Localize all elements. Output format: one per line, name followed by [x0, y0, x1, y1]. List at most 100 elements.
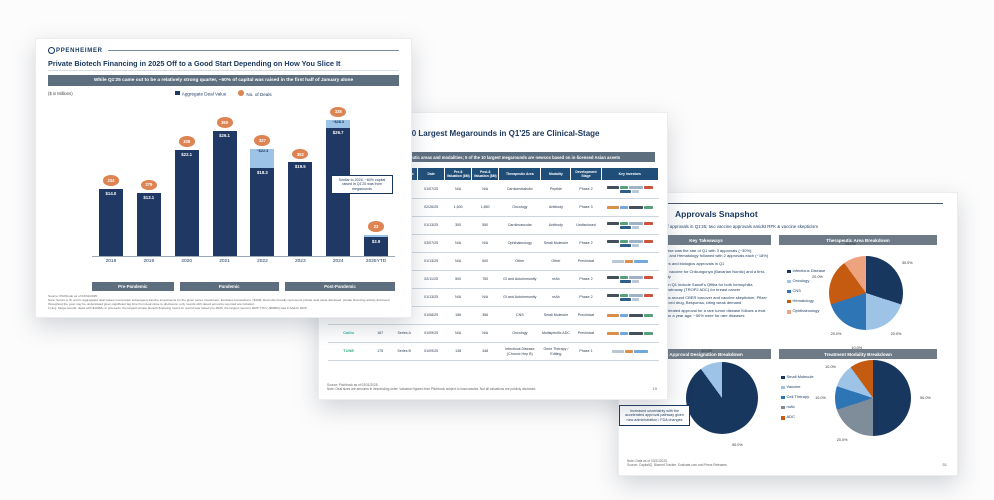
table-cell-therapeutic-area: Cardiovascular [498, 216, 541, 235]
table-cell-date: 01/08/25 [417, 306, 445, 325]
table-cell-investors [601, 216, 659, 235]
takeaway-item: Amidst concerns around CBER turnover and… [641, 295, 767, 305]
table-cell-post-valuation: 356 [471, 306, 499, 325]
investor-logo-chip [624, 350, 633, 353]
legend-circle-swatch [238, 90, 245, 96]
table-header-cell: Development Stage [570, 167, 602, 181]
page-number: 19 [652, 386, 657, 391]
investor-logo-chip [606, 276, 619, 279]
table-cell-stage: Undisclosed [570, 216, 602, 235]
page-title: Top 10 Largest Megarounds in Q1'25 are C… [391, 129, 600, 138]
takeaway-item: Gomekli's accelerated approval for a rar… [641, 308, 766, 318]
bar-chart: Similar to 2024, ~60% capital raised in … [92, 96, 395, 264]
investor-logo-chip [628, 276, 643, 279]
oppenheimer-logo-text: PPENHEIMER [56, 47, 103, 54]
bar-overlay-segment: ~$22.3 [250, 148, 275, 169]
table-row: Callio 187 Series A 01/09/25 N/A N/A Oncology M… [327, 324, 659, 343]
deal-count-bubble: 234 [102, 175, 119, 186]
investor-logo-chip [643, 332, 653, 335]
footnote-line: Note: Data as of 03/31/2025. [627, 459, 668, 463]
investor-logo-chip [620, 226, 632, 229]
table-cell-pre-valuation: 1,500 [444, 198, 472, 217]
phase-band: Post-Pandemic [284, 282, 396, 291]
pie-legend-item: mAb [781, 405, 829, 410]
bar-value-label: $22.1 [181, 151, 193, 157]
investor-logo-chip [611, 350, 624, 353]
investor-logo-chip [619, 332, 628, 335]
deal-count-bubble: 338 [330, 106, 347, 118]
header-rule [107, 50, 399, 51]
table-cell-company: Callio [327, 324, 370, 343]
deal-value-bar: $18.3 [250, 168, 275, 256]
x-axis-label: 2019 [143, 259, 155, 264]
table-cell-date: 02/26/25 [417, 198, 445, 217]
table-cell-therapeutic-area: Oncology [498, 198, 541, 217]
modality-pie: 50.0% 20.0% 10.0% 10.0% 10.0% [809, 337, 937, 459]
subtitle: Steady flow of approvals in Q1'25; two v… [641, 224, 819, 229]
table-cell-stage: Preclinical [570, 324, 602, 343]
table-cell-date: 01/09/25 [417, 324, 445, 343]
investor-logo-chip [628, 186, 643, 189]
therapeutic-area-legend: Infectious Disease Oncology CNS Hematology O… [787, 268, 831, 319]
table-cell-company: TUNE [327, 342, 370, 361]
pie-percentage-label: 10.0% [851, 346, 863, 351]
deal-value-bar: $22.1 [174, 149, 199, 256]
table-cell-investors [601, 180, 659, 199]
investor-logo-chip [643, 222, 653, 225]
takeaway-item: Key approvals in Q1 include Sanofi's Qfi… [641, 282, 753, 292]
table-cell-modality: Peptide [540, 180, 571, 199]
table-cell-pre-valuation: N/A [444, 288, 472, 307]
page-title: Private Biotech Financing in 2025 Off to… [48, 59, 399, 71]
deal-value-bar: $14.0 [98, 188, 123, 256]
deal-value-bar: $3.9 [364, 237, 389, 256]
investor-logo-chip [643, 240, 653, 243]
phase-band: Pandemic [179, 282, 279, 291]
pie-percentage-label: 20.0% [812, 275, 823, 280]
investor-logo-chip [620, 298, 632, 301]
pie-percentage-label: 20.0% [836, 438, 848, 443]
table-cell-modality: Small Molecule [540, 234, 571, 253]
footnotes: Source: Pitchbook as of 03/31/2025. Note:… [48, 294, 399, 311]
takeaway-item: Infectious Disease was the star of Q1 wi… [641, 248, 769, 258]
footnote-line: Note: Series A, B, and C aggregated deal… [48, 297, 390, 306]
table-cell-pre-valuation: N/A [444, 252, 472, 271]
legend-square-swatch [175, 90, 180, 96]
pie-percentage-label: 50.0% [920, 396, 931, 400]
investor-logo-chip [619, 294, 628, 297]
pie-chart [829, 256, 903, 330]
investor-logo-chip [643, 186, 653, 189]
pie-legend-item: CNS [787, 289, 831, 294]
table-cell-post-valuation: N/A [471, 234, 499, 253]
deal-value-bar: $26.1 [212, 130, 237, 256]
investor-logo-chip [611, 260, 624, 263]
table-cell-modality: Antibody [540, 198, 571, 217]
section-header-takeaways: Key Takeaways [641, 235, 771, 245]
therapeutic-area-pie: 30.0% 20.0% 20.0% 20.0% 10.0% [804, 234, 928, 352]
table-cell-post-valuation: 750 [471, 270, 499, 289]
investor-logo-chip [632, 244, 640, 247]
pie-percentage-label: 10.0% [701, 348, 713, 353]
phase-band: Pre-Pandemic [92, 282, 174, 291]
x-axis-label: 2020 [181, 259, 193, 264]
page-title: Approvals Snapshot [675, 209, 758, 219]
x-axis-label: 2024 [332, 259, 344, 264]
table-cell-therapeutic-area: Infectious Disease (Chronic Hep B) [498, 342, 541, 361]
slide-approvals: Approvals Snapshot Steady flow of approv… [618, 192, 958, 476]
investor-logo-chip [628, 206, 643, 209]
subtitle-banner: Across various therapeutic areas and mod… [331, 152, 655, 162]
footnote-line: Source: CapitalIQ, Biomed Tracker, Evalu… [627, 463, 728, 467]
investor-logo-chip [606, 186, 619, 189]
pie-percentage-label: 10.0% [825, 365, 836, 370]
investor-logo-chip [619, 222, 628, 225]
bar-value-label: $18.3 [257, 170, 268, 176]
pie-percentage-label: 90.0% [731, 443, 743, 448]
axis-units-note: ($ in Millions) [48, 91, 73, 96]
deal-value-bar: $13.1 [136, 193, 161, 256]
section-header-modality: Treatment Modality Breakdown [779, 349, 937, 359]
legend-swatch [787, 289, 791, 294]
footnotes: Note: Data as of 03/31/2025. Source: Capi… [627, 459, 727, 467]
x-axis-label: 2021 [219, 259, 230, 264]
investor-logo-chip [619, 314, 628, 317]
legend-swatch [781, 385, 785, 390]
